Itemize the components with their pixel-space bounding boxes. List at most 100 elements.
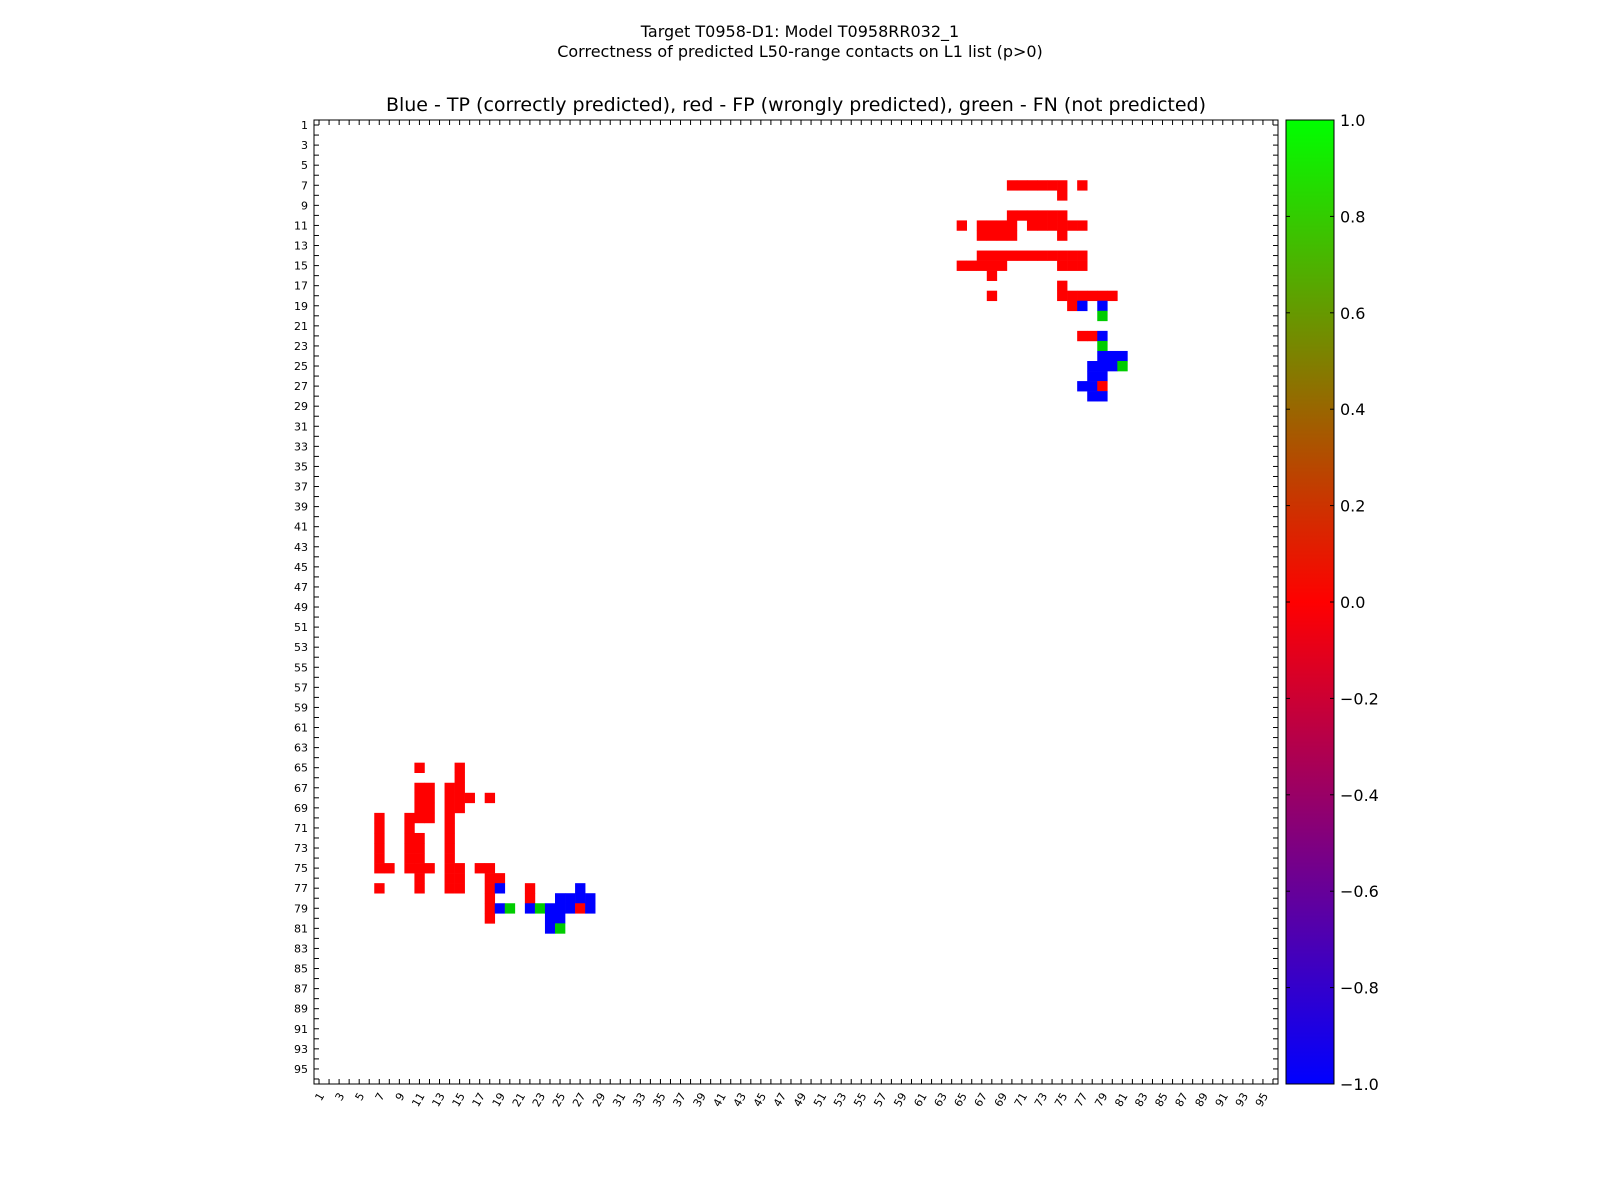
x-tick-label: 55	[851, 1091, 869, 1110]
contact-cell-tp	[1097, 361, 1108, 372]
y-tick-label: 41	[294, 521, 308, 534]
x-tick-label: 77	[1072, 1091, 1090, 1110]
contact-cell-fp	[444, 863, 455, 874]
x-tick-label: 57	[871, 1091, 889, 1110]
contact-cell-fp	[1047, 220, 1058, 231]
contact-cell-fp	[424, 802, 435, 814]
contact-cell-tp	[494, 903, 506, 914]
contact-cell-fp	[1057, 190, 1068, 201]
y-tick-label: 51	[294, 621, 308, 634]
contact-cell-fp	[414, 792, 425, 804]
contact-cell-fp	[1077, 180, 1088, 191]
contact-cell-tp	[1077, 300, 1088, 312]
contact-cell-tp	[1087, 391, 1098, 402]
contact-cell-fp	[1047, 180, 1058, 191]
contact-cell-fp	[1047, 210, 1058, 221]
contact-cell-fn	[1097, 340, 1108, 352]
contact-cell-fp	[374, 843, 385, 854]
contact-cell-fp	[444, 782, 455, 794]
y-tick-label: 95	[294, 1063, 308, 1076]
contact-cell-fp	[444, 832, 455, 844]
y-tick-label: 89	[294, 1003, 308, 1016]
contact-cell-fp	[484, 893, 496, 904]
x-tick-label: 31	[610, 1091, 628, 1110]
contact-cell-fp	[1057, 180, 1068, 191]
y-tick-label: 47	[294, 581, 308, 594]
contact-cell-fp	[374, 853, 385, 864]
x-tick-label: 67	[972, 1091, 990, 1110]
x-tick-label: 95	[1253, 1091, 1271, 1110]
contact-cell-tp	[1107, 350, 1118, 362]
contact-cell-fp	[414, 782, 425, 794]
contact-cell-fp	[1057, 290, 1068, 302]
contact-cell-tp	[494, 883, 506, 894]
contact-cell-fp	[524, 893, 536, 904]
y-tick-label: 43	[294, 541, 308, 554]
y-tick-label: 59	[294, 701, 308, 714]
contact-cell-tp	[1097, 330, 1108, 342]
contact-cell-fp	[414, 832, 425, 844]
x-tick-label: 81	[1112, 1091, 1130, 1110]
contact-cell-fp	[986, 270, 998, 281]
contact-cell-tp	[1097, 300, 1108, 312]
x-tick-label: 7	[373, 1091, 388, 1104]
contact-cell-fp	[444, 873, 455, 884]
x-tick-label: 79	[1092, 1091, 1110, 1110]
x-tick-label: 29	[590, 1091, 608, 1110]
contact-cell-tp	[544, 903, 556, 914]
y-tick-label: 85	[294, 963, 308, 976]
contact-cell-fp	[1087, 330, 1098, 342]
colorbar-tick-label: 0.0	[1340, 593, 1365, 612]
y-tick-label: 75	[294, 862, 308, 875]
contact-cell-fp	[454, 782, 465, 794]
x-tick-label: 17	[470, 1091, 488, 1110]
y-tick-label: 29	[294, 400, 308, 413]
contact-cell-fp	[1077, 330, 1088, 342]
x-tick-label: 75	[1052, 1091, 1070, 1110]
y-tick-label: 23	[294, 340, 308, 353]
contact-cell-fp	[444, 812, 455, 824]
y-tick-label: 45	[294, 561, 308, 574]
contact-cell-fp	[1067, 300, 1078, 312]
colorbar-tick-label: −1.0	[1340, 1075, 1379, 1094]
contact-cell-tp	[1117, 350, 1128, 362]
contact-cell-fp	[414, 863, 425, 874]
contact-cell-fp	[575, 903, 586, 914]
contact-cell-fp	[414, 843, 425, 854]
contact-cell-fp	[464, 792, 475, 804]
contact-cell-tp	[575, 893, 586, 904]
x-tick-label: 51	[811, 1091, 829, 1110]
contact-cell-tp	[585, 903, 596, 914]
contact-cell-fp	[444, 802, 455, 814]
figure-subtitle: Correctness of predicted L50-range conta…	[557, 42, 1043, 61]
x-tick-label: 53	[831, 1091, 849, 1110]
x-tick-label: 47	[771, 1091, 789, 1110]
contact-cell-fn	[534, 903, 546, 914]
contact-cell-fp	[374, 863, 385, 874]
contact-cell-fp	[1077, 220, 1088, 231]
contact-cell-tp	[1077, 381, 1088, 392]
contact-cell-fp	[1097, 290, 1108, 302]
contact-cell-fp	[1006, 250, 1018, 261]
contact-cell-fn	[555, 923, 566, 934]
x-tick-label: 37	[670, 1091, 688, 1110]
contact-cell-fp	[1006, 210, 1018, 221]
y-tick-label: 77	[294, 882, 308, 895]
x-tick-label: 15	[450, 1091, 468, 1110]
contact-cell-fp	[444, 853, 455, 864]
x-tick-label: 35	[650, 1091, 668, 1110]
contact-cell-fp	[424, 782, 435, 794]
x-tick-label: 1	[312, 1091, 327, 1104]
contact-cell-fp	[986, 290, 998, 302]
colorbar-tick-label: 0.4	[1340, 400, 1365, 419]
contact-cell-fp	[524, 883, 536, 894]
x-tick-label: 41	[711, 1091, 729, 1110]
contact-cell-fp	[444, 822, 455, 834]
x-tick-label: 63	[932, 1091, 950, 1110]
y-tick-label: 37	[294, 481, 308, 494]
y-tick-label: 3	[301, 139, 308, 152]
y-tick-label: 27	[294, 380, 308, 393]
x-tick-label: 65	[952, 1091, 970, 1110]
contact-cell-tp	[524, 903, 536, 914]
y-tick-label: 7	[301, 179, 308, 192]
